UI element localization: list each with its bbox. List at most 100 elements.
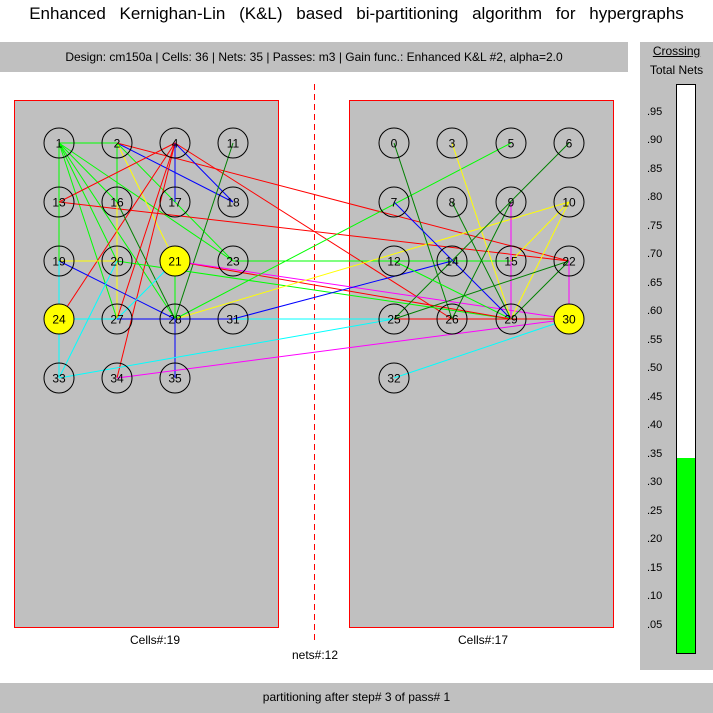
net-1-20	[58, 142, 118, 262]
net-10-15	[510, 201, 570, 262]
meter-tick: .20	[647, 533, 663, 545]
cell-node-10	[553, 186, 585, 218]
meter-fill-bar	[677, 457, 695, 653]
net-33-20	[58, 260, 118, 379]
cell-label-31: 31	[226, 313, 240, 327]
net-7-29	[393, 201, 512, 320]
cell-label-18: 18	[226, 196, 240, 210]
cell-node-29	[495, 303, 527, 335]
cell-node-16	[101, 186, 133, 218]
cell-node-22	[553, 245, 585, 277]
net-13-22	[58, 201, 570, 262]
meter-tick: .35	[647, 447, 663, 460]
net-11-28	[174, 142, 234, 320]
cell-label-22: 22	[562, 255, 576, 269]
net-32-30	[393, 318, 570, 379]
cell-label-34: 34	[110, 372, 124, 386]
cell-node-3	[436, 127, 468, 159]
net-28-10	[174, 201, 570, 320]
net-22-29	[510, 260, 570, 320]
cell-node-7	[378, 186, 410, 218]
net-4-27	[116, 142, 176, 320]
status-bar: partitioning after step# 3 of pass# 1	[0, 683, 713, 713]
cell-label-7: 7	[391, 196, 398, 210]
meter-tick: .55	[647, 333, 663, 346]
meter-tick: .80	[647, 191, 663, 203]
cell-label-23: 23	[226, 255, 240, 269]
right-partition-box	[349, 100, 614, 628]
cell-node-30	[553, 303, 585, 335]
cell-node-4	[159, 127, 191, 159]
cell-label-24: 24	[52, 313, 66, 327]
meter-heading: Crossing	[652, 44, 701, 58]
meter-gauge	[676, 84, 696, 654]
cell-node-20	[101, 245, 133, 277]
cell-node-8	[436, 186, 468, 218]
crossing-meter-panel: Crossing Total Nets .95 .90 .85 .80 .75 .70 .6…	[640, 42, 713, 670]
cell-label-32: 32	[387, 372, 401, 386]
cell-label-12: 12	[387, 255, 401, 269]
meter-tick: .75	[647, 219, 663, 232]
cell-node-31	[217, 303, 249, 335]
meter-tick: .70	[647, 248, 663, 260]
net-2-21	[116, 142, 176, 262]
cell-node-34	[101, 362, 133, 394]
meter-tick: .10	[647, 590, 663, 602]
cell-node-15	[495, 245, 527, 277]
meter-tick: .45	[647, 390, 663, 403]
cell-label-33: 33	[52, 372, 66, 386]
cell-label-11: 11	[227, 137, 240, 151]
cell-node-14	[436, 245, 468, 277]
cell-node-6	[553, 127, 585, 159]
net-4-13	[58, 142, 176, 203]
cell-node-23	[217, 245, 249, 277]
cell-node-18	[217, 186, 249, 218]
meter-tick: .85	[647, 162, 663, 175]
cell-node-25	[378, 303, 410, 335]
window-title: Enhanced Kernighan-Lin (K&L) based bi-pa…	[29, 4, 684, 23]
right-cell-count: Cells#:17	[457, 633, 509, 647]
cell-label-4: 4	[172, 137, 179, 151]
cell-label-26: 26	[445, 313, 459, 327]
meter-tick: .25	[647, 504, 663, 517]
cell-node-5	[495, 127, 527, 159]
cell-node-0	[378, 127, 410, 159]
cell-node-9	[495, 186, 527, 218]
net-19-28	[58, 260, 176, 320]
cell-label-28: 28	[168, 313, 182, 327]
meter-tick: .05	[647, 618, 663, 631]
net-2-22	[116, 142, 570, 262]
cell-label-19: 19	[52, 255, 66, 269]
net-33-25	[58, 318, 395, 379]
net-21-30	[174, 260, 570, 320]
cell-node-13	[43, 186, 75, 218]
cell-label-25: 25	[387, 313, 401, 327]
cell-node-33	[43, 362, 75, 394]
cell-label-0: 0	[391, 137, 398, 151]
meter-tick: .95	[647, 105, 663, 118]
left-cell-count: Cells#:19	[129, 633, 181, 647]
net-34-30	[116, 318, 570, 379]
cell-node-2	[101, 127, 133, 159]
net-4-18	[174, 142, 234, 203]
cell-label-14: 14	[445, 255, 459, 269]
meter-tick: .90	[647, 134, 663, 146]
cell-node-32	[378, 362, 410, 394]
meter-tick: .65	[647, 276, 663, 289]
design-info-bar: Design: cm150a | Cells: 36 | Nets: 35 | …	[0, 42, 628, 72]
meter-tick: .50	[647, 362, 663, 374]
net-6-25	[393, 142, 570, 320]
meter-tick: .15	[647, 561, 663, 574]
cell-label-2: 2	[114, 137, 121, 151]
net-31-14	[232, 260, 453, 320]
cell-label-35: 35	[168, 372, 182, 386]
cell-label-20: 20	[110, 255, 124, 269]
net-28-5	[174, 142, 512, 320]
cell-label-9: 9	[508, 196, 515, 210]
net-1-27	[58, 142, 118, 320]
cell-label-13: 13	[52, 196, 66, 210]
cell-label-6: 6	[566, 137, 573, 151]
cell-node-19	[43, 245, 75, 277]
nets-crossing-count: nets#:12	[291, 648, 339, 662]
cell-label-8: 8	[449, 196, 456, 210]
